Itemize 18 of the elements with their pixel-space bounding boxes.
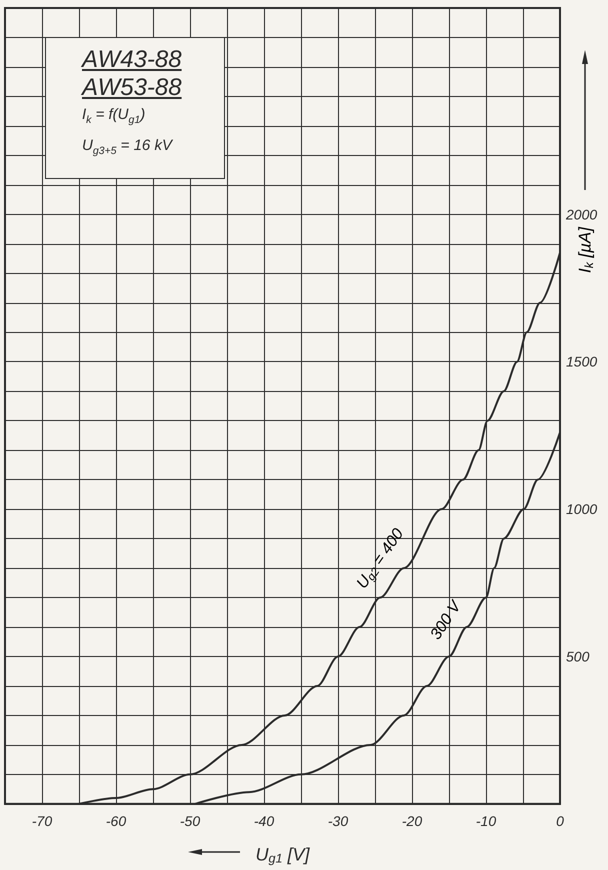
text: Ug2 = 400	[354, 526, 408, 592]
x-tick-label: -50	[180, 812, 200, 829]
x-tick-label: -30	[328, 812, 348, 829]
x-tick-label: -40	[254, 812, 274, 829]
text: 300 V	[428, 597, 466, 643]
annotation: U$_{g3+5}$ = 16 kV	[82, 136, 174, 159]
y-tick-label: 1500	[566, 354, 598, 370]
caption-panel: AW43-88 AW53-88 I$_{k}$ = f(U$_{g1}$) U$_{g3+5}$ = 16 kV	[45, 37, 225, 179]
x-tick-label: 0	[556, 812, 564, 829]
x-tick-label: -60	[106, 812, 126, 829]
x-tick-label: -20	[402, 812, 422, 829]
y-tick-label: 1000	[566, 501, 598, 518]
y-axis-title: Ik [µA]	[576, 226, 596, 273]
annotation: I$_{k}$ = f(U$_{g1}$)	[82, 105, 146, 128]
x-tick-label: -10	[476, 812, 496, 829]
x-tick-label: -70	[32, 812, 52, 829]
y-tick-label: 2000	[565, 206, 598, 222]
y-tick-label: 500	[566, 648, 590, 665]
